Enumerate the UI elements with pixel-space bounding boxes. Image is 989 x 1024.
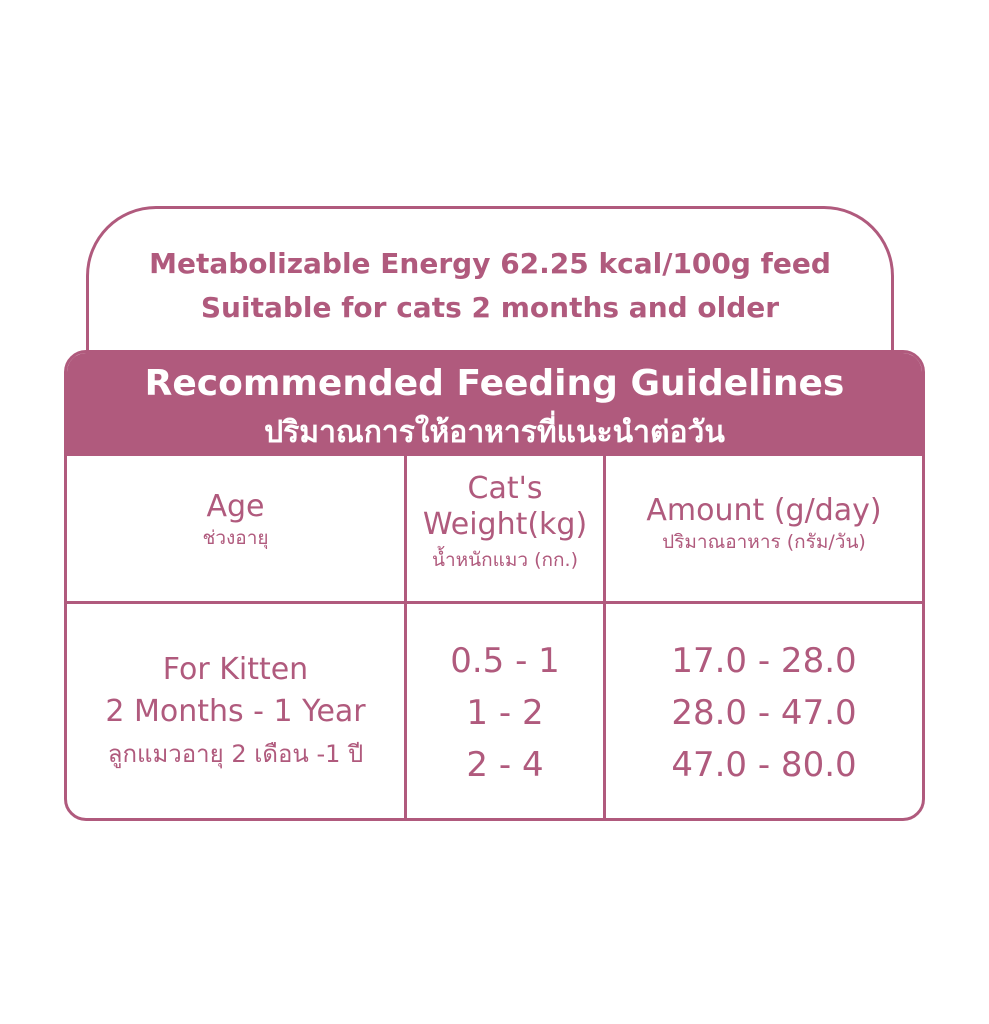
weight-value: 2 - 4 [466, 745, 544, 785]
column-divider-1 [404, 456, 407, 818]
row-divider [67, 601, 922, 604]
amount-value: 47.0 - 80.0 [671, 745, 857, 785]
amount-value: 17.0 - 28.0 [671, 641, 857, 681]
guidelines-banner: Recommended Feeding Guidelines ปริมาณการ… [67, 353, 922, 456]
column-divider-2 [603, 456, 606, 818]
amount-header-th: ปริมาณอาหาร (กรัม/วัน) [662, 531, 866, 553]
weight-header-en-2: Weight(kg) [422, 507, 588, 542]
metabolizable-energy-text: Metabolizable Energy 62.25 kcal/100g fee… [149, 247, 831, 280]
age-header-en: Age [206, 489, 265, 524]
amount-header: Amount (g/day) ปริมาณอาหาร (กรัม/วัน) [606, 493, 922, 555]
feeding-guidelines-card: Recommended Feeding Guidelines ปริมาณการ… [64, 350, 925, 821]
weight-value: 0.5 - 1 [450, 641, 560, 681]
age-header-th: ช่วงอายุ [202, 527, 269, 549]
age-cell-en-1: For Kitten [162, 652, 309, 687]
amount-value: 28.0 - 47.0 [671, 693, 857, 733]
age-cell: For Kitten 2 Months - 1 Year ลูกแมวอายุ … [67, 649, 404, 775]
age-header: Age ช่วงอายุ [67, 489, 404, 551]
amount-header-en: Amount (g/day) [646, 493, 882, 528]
weight-header-th: น้ำหนักแมว (กก.) [431, 549, 579, 571]
guidelines-title-th: ปริมาณการให้อาหารที่แนะนำต่อวัน [264, 415, 725, 450]
weight-values: 0.5 - 1 1 - 2 2 - 4 [407, 635, 603, 791]
age-cell-th: ลูกแมวอายุ 2 เดือน -1 ปี [107, 740, 364, 768]
guidelines-title-en: Recommended Feeding Guidelines [144, 363, 845, 404]
age-cell-en-2: 2 Months - 1 Year [105, 694, 366, 729]
amount-values: 17.0 - 28.0 28.0 - 47.0 47.0 - 80.0 [606, 635, 922, 791]
weight-header: Cat's Weight(kg) น้ำหนักแมว (กก.) [407, 471, 603, 573]
weight-header-en-1: Cat's [467, 471, 543, 506]
weight-value: 1 - 2 [466, 693, 544, 733]
suitable-age-text: Suitable for cats 2 months and older [200, 291, 780, 324]
